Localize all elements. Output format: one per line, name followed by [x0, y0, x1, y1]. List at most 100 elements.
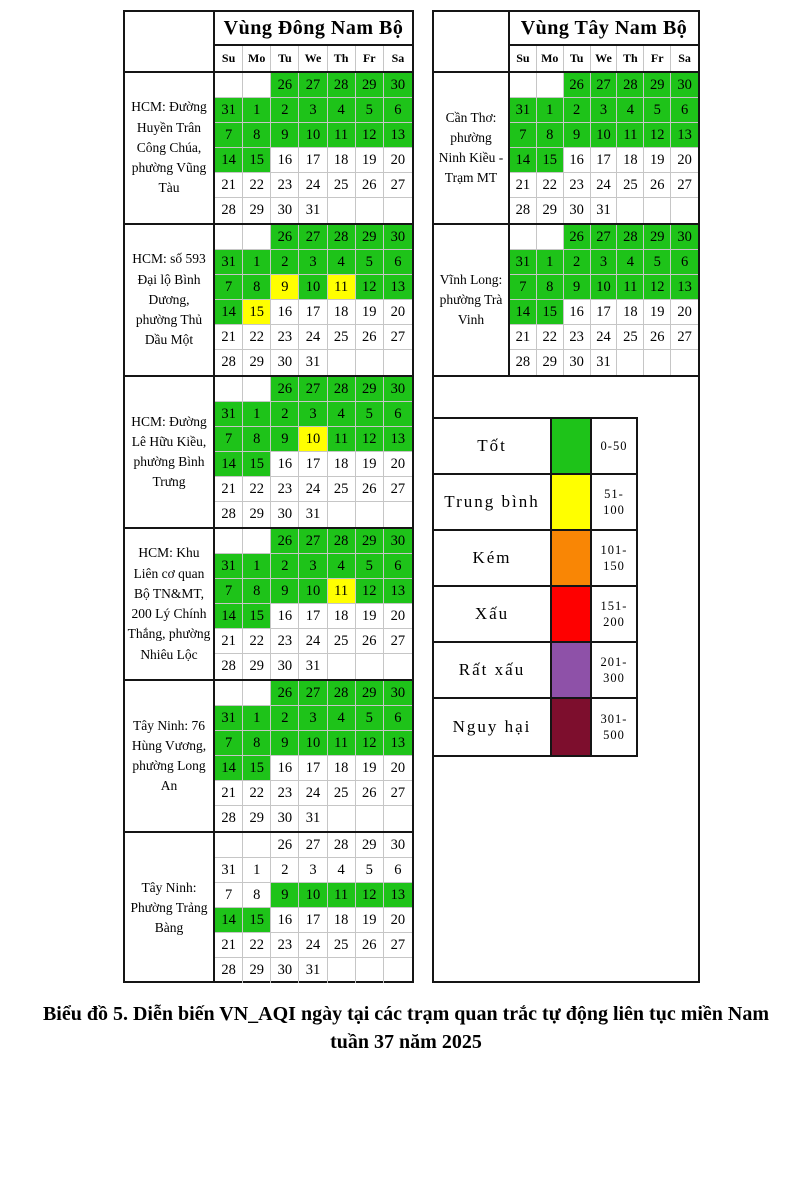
calendar-day-cell: 3	[590, 98, 618, 123]
calendar-day-cell: 31	[215, 402, 244, 427]
figure-caption: Biểu đồ 5. Diễn biến VN_AQI ngày tại các…	[20, 1000, 792, 1056]
calendar-day-cell: 25	[617, 173, 645, 198]
calendar-day-cell: 29	[355, 73, 384, 98]
calendar-day-cell: 17	[299, 452, 328, 477]
calendar-day-cell: 1	[243, 554, 272, 579]
calendar-day-cell: 12	[355, 427, 384, 452]
calendar-day-cell: 19	[355, 452, 384, 477]
calendar-day-cell: 6	[671, 250, 698, 275]
calendar-day-cell	[384, 502, 412, 527]
legend-range: 51-100	[603, 486, 625, 517]
station-name: HCM: số 593 Đại lộ Bình Dương, phường Th…	[125, 225, 215, 375]
calendar-day-cell	[215, 377, 244, 402]
calendar-day-cell: 26	[271, 225, 300, 250]
calendar-day-cell: 26	[271, 529, 300, 554]
calendar-day-cell: 19	[355, 300, 384, 325]
region-table-tay-nam-bo: Vùng Tây Nam Bộ Su Mo Tu We Th Fr Sa Cần Thơ: ph…	[432, 10, 700, 983]
calendar-day-cell: 14	[510, 148, 537, 173]
calendar-day-cell: 28	[617, 225, 645, 250]
calendar-day-cell: 15	[243, 756, 272, 781]
calendar-day-cell: 4	[327, 706, 356, 731]
calendar-day-cell: 16	[271, 908, 300, 933]
station-calendar: 26 27 28 29 30 31 1 2 3 4 5 6 7 8 9 10 11 12 13 14 15 16 17 18 1…	[215, 833, 412, 983]
calendar-day-cell: 14	[510, 300, 537, 325]
station-row: Tây Ninh: 76 Hùng Vương, phường Long An 2…	[125, 681, 412, 833]
calendar-day-cell: 30	[271, 806, 300, 831]
calendar-day-cell: 12	[355, 579, 384, 604]
calendar-day-cell: 4	[617, 98, 645, 123]
station-calendar: 26 27 28 29 30 31 1 2 3 4 5 6 7 8 9 10 11 12 13 14 15 16 17 18 1…	[215, 681, 412, 831]
calendar-day-cell: 29	[537, 350, 564, 375]
calendar-day-cell: 1	[243, 98, 272, 123]
calendar-day-cell: 17	[299, 604, 328, 629]
calendar-day-cell: 1	[243, 402, 272, 427]
calendar-day-cell: 16	[271, 300, 300, 325]
calendar-day-cell: 8	[243, 427, 272, 452]
calendar-day-cell: 22	[243, 325, 272, 350]
calendar-day-cell: 31	[299, 806, 328, 831]
calendar-day-cell	[215, 833, 244, 858]
day-header-cell: Mo	[537, 46, 564, 71]
calendar-day-cell: 29	[243, 198, 272, 223]
calendar-day-cell: 3	[299, 554, 328, 579]
station-row: HCM: Khu Liên cơ quan Bộ TN&MT, 200 Lý C…	[125, 529, 412, 681]
calendar-day-cell: 24	[590, 173, 618, 198]
calendar-day-cell: 30	[564, 350, 591, 375]
calendar-day-cell: 15	[536, 148, 564, 173]
calendar-day-cell: 13	[383, 427, 412, 452]
calendar-day-cell: 2	[563, 98, 591, 123]
legend-swatch-hazardous	[552, 699, 592, 755]
calendar-day-cell: 12	[355, 883, 384, 908]
calendar-day-cell: 7	[215, 579, 244, 604]
calendar-day-cell: 30	[383, 225, 412, 250]
calendar-day-cell	[671, 350, 698, 375]
calendar-day-cell: 13	[383, 731, 412, 756]
day-header-cell: Tu	[271, 46, 300, 71]
calendar-day-cell: 23	[271, 629, 300, 654]
calendar-day-cell: 2	[271, 402, 300, 427]
day-header-cell: Th	[617, 46, 645, 71]
legend-swatch-good	[552, 419, 592, 473]
calendar-day-cell	[243, 681, 272, 706]
calendar-day-cell	[215, 73, 244, 98]
calendar-day-cell: 31	[215, 858, 244, 883]
legend-range: 151-200	[600, 598, 628, 629]
calendar-day-cell: 29	[355, 833, 384, 858]
calendar-day-cell: 28	[327, 73, 356, 98]
calendar-day-cell	[243, 377, 272, 402]
station-calendar: 26 27 28 29 30 31 1 2 3 4 5 6 7 8 9 10 11 12 13 14 15 16 17 18 1…	[215, 225, 412, 375]
calendar-day-cell: 9	[563, 123, 591, 148]
calendar-day-cell: 18	[327, 604, 356, 629]
day-header-cell: Su	[215, 46, 244, 71]
calendar-day-cell: 31	[215, 250, 244, 275]
station-name: Cần Thơ: phường Ninh Kiều - Trạm MT	[434, 73, 510, 223]
calendar-day-cell	[617, 350, 645, 375]
calendar-day-cell: 29	[243, 806, 272, 831]
calendar-day-cell: 10	[299, 427, 328, 452]
calendar-day-cell: 29	[644, 225, 672, 250]
calendar-day-cell: 21	[215, 933, 244, 958]
calendar-day-cell: 3	[299, 250, 328, 275]
calendar-day-cell: 31	[299, 958, 328, 983]
calendar-day-cell: 29	[355, 681, 384, 706]
calendar-day-cell: 4	[327, 98, 356, 123]
calendar-day-cell: 18	[327, 908, 356, 933]
calendar-day-cell: 31	[299, 198, 328, 223]
calendar-day-cell: 16	[271, 604, 300, 629]
calendar-day-cell	[215, 529, 244, 554]
calendar-day-cell: 26	[355, 173, 384, 198]
calendar-day-cell: 24	[299, 781, 328, 806]
calendar-day-cell: 8	[243, 275, 272, 300]
calendar-day-cell: 5	[355, 706, 384, 731]
calendar-day-cell: 4	[327, 858, 356, 883]
calendar-day-cell: 2	[563, 250, 591, 275]
calendar-day-cell: 14	[215, 756, 244, 781]
station-row: Cần Thơ: phường Ninh Kiều - Trạm MT 26 27 2…	[434, 73, 698, 225]
calendar-day-cell: 13	[383, 883, 412, 908]
region-title: Vùng Tây Nam Bộ	[510, 12, 698, 46]
calendar-day-cell: 8	[243, 883, 272, 908]
calendar-day-cell: 29	[537, 198, 564, 223]
station-name: HCM: Đường Huyền Trân Công Chúa, phường …	[125, 73, 215, 223]
calendar-day-cell: 10	[299, 579, 328, 604]
legend-range: 0-50	[600, 438, 628, 453]
